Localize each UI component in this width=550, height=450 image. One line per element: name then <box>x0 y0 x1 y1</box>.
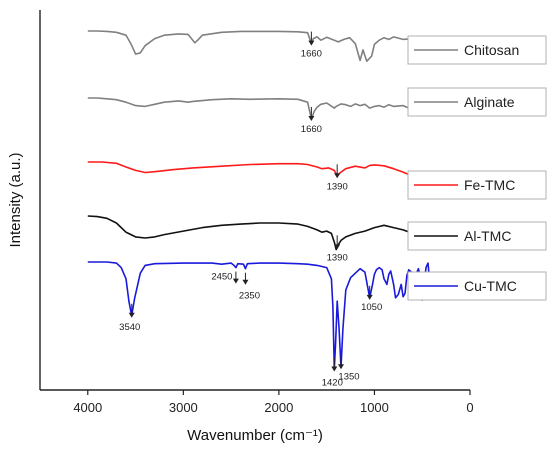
legend-box <box>407 170 547 200</box>
x-axis-title: Wavenumber (cm⁻¹) <box>187 427 323 444</box>
x-tick-label: 1000 <box>360 400 389 415</box>
annotation-arrowhead <box>334 173 341 179</box>
annotation-arrowhead <box>308 40 315 46</box>
chart-curves <box>87 30 433 371</box>
annotation-arrowhead <box>308 116 315 121</box>
peak-label: 1660 <box>301 124 322 135</box>
x-tick-label: 4000 <box>73 400 102 415</box>
peak-label: 3540 <box>119 322 140 333</box>
peak-label: 1350 <box>338 371 359 382</box>
annotation-arrowhead <box>331 366 338 372</box>
series-line-fe-tmc <box>87 161 433 186</box>
legend-label: Alginate <box>464 94 515 110</box>
annotation-arrowhead <box>232 278 239 284</box>
peak-label: 1390 <box>327 181 348 192</box>
legend-label: Al-TMC <box>464 228 511 244</box>
annotation-arrowhead <box>128 312 135 318</box>
series-line-cu-tmc <box>87 261 433 371</box>
series-line-alginate <box>87 97 433 120</box>
annotation-arrowhead <box>242 279 249 285</box>
y-axis-title: Intensity (a.u.) <box>7 152 24 247</box>
x-tick-label: 2000 <box>264 400 293 415</box>
legend-label: Fe-TMC <box>464 177 515 193</box>
chart-axes: 4000 3000 2000 1000 0 <box>39 10 474 415</box>
annotation-arrowhead <box>366 294 373 300</box>
peak-label: 1420 <box>322 378 343 389</box>
peak-label: 1660 <box>301 49 322 60</box>
series-line-chitosan <box>87 30 428 62</box>
peak-label: 2350 <box>239 291 260 302</box>
chart-titles: Wavenumber (cm⁻¹) Intensity (a.u.) <box>7 152 323 444</box>
chart-legend: Chitosan Alginate Fe-TMC Al-TMC Cu-TMC <box>407 35 547 301</box>
x-tick-label: 3000 <box>169 400 198 415</box>
legend-label: Cu-TMC <box>464 278 517 294</box>
series-line-al-tmc <box>87 215 433 251</box>
x-tick-label: 0 <box>466 400 473 415</box>
peak-label: 1050 <box>361 302 382 313</box>
peak-label: 1390 <box>327 252 348 263</box>
annotation-arrowhead <box>334 244 341 250</box>
peak-label: 2450 <box>211 272 232 283</box>
annotation-arrowhead <box>338 364 344 370</box>
legend-label: Chitosan <box>464 42 519 58</box>
